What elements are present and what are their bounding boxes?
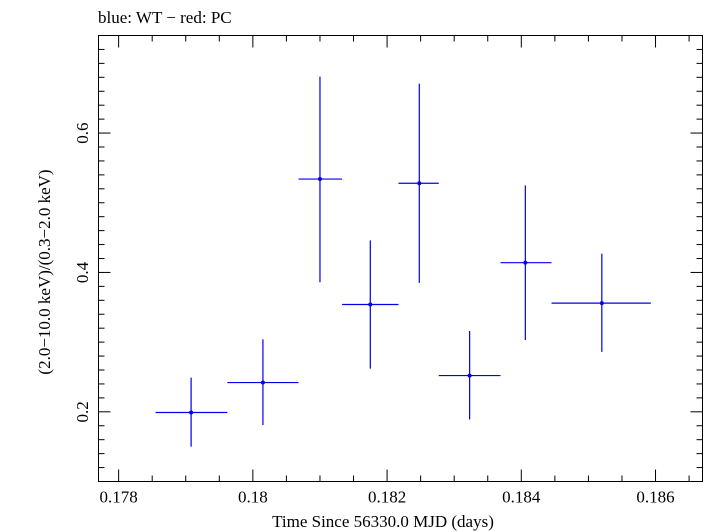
- y-tick-labels: 0.2 0.4 0.6: [73, 122, 92, 422]
- data-point: [438, 330, 501, 420]
- data-marker: [467, 373, 472, 378]
- data-marker: [189, 410, 194, 415]
- y-tick-label: 0.2: [73, 401, 92, 422]
- y-tick-label: 0.4: [73, 261, 92, 283]
- chart-title: blue: WT − red: PC: [98, 8, 232, 27]
- data-point: [500, 185, 552, 341]
- data-marker: [260, 380, 265, 385]
- data-marker: [317, 177, 322, 182]
- data-point: [551, 253, 651, 352]
- data-points: [155, 76, 651, 447]
- data-marker: [417, 181, 422, 186]
- data-marker: [523, 260, 528, 265]
- data-point: [398, 83, 439, 283]
- y-tick-label: 0.6: [73, 122, 92, 143]
- data-marker: [599, 301, 604, 306]
- data-marker: [368, 302, 373, 307]
- x-tick-label: 0.18: [238, 488, 268, 507]
- x-tick-label: 0.184: [502, 488, 541, 507]
- x-axis-label: Time Since 56330.0 MJD (days): [272, 512, 494, 531]
- data-point: [155, 377, 228, 447]
- data-point: [227, 339, 299, 426]
- x-tick-labels: 0.178 0.18 0.182 0.184 0.186: [100, 488, 675, 507]
- axis-ticks: [98, 35, 703, 482]
- data-point: [298, 76, 343, 283]
- x-tick-label: 0.186: [636, 488, 674, 507]
- plot-frame: [98, 35, 703, 482]
- x-tick-label: 0.182: [368, 488, 406, 507]
- data-point: [342, 240, 399, 369]
- y-axis-label: (2.0−10.0 keV)/(0.3−2.0 keV): [35, 169, 54, 374]
- x-tick-label: 0.178: [100, 488, 138, 507]
